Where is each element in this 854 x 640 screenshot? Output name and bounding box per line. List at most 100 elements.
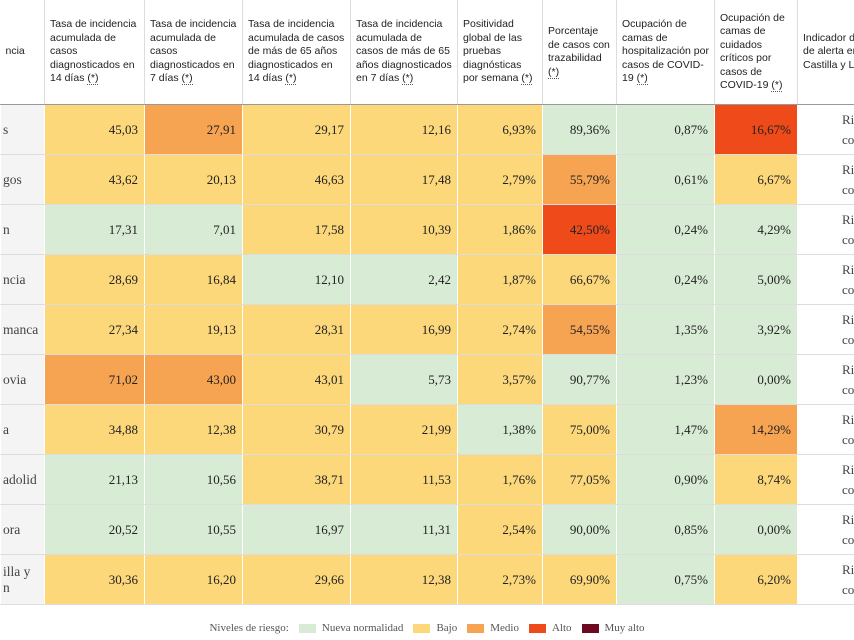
table-row: ovia 71,02 43,00 43,01 5,73 3,57% 90,77% 1,23% 0…: [0, 354, 854, 405]
indicator-cell: 42,50%: [542, 204, 617, 255]
indicator-cell: 30,36: [44, 554, 145, 605]
alert-indicator: Ri contro: [797, 204, 854, 255]
header-label: Indicador de de alerta en Castilla y Le: [803, 31, 854, 71]
legend-label: Nueva normalidad: [321, 622, 404, 634]
header-note: (*): [548, 65, 560, 79]
indicator-cell: 16,67%: [714, 104, 798, 155]
column-header: ncia: [0, 0, 45, 105]
column-header: Positividad global de las pruebas diagnó…: [457, 0, 543, 105]
risk-table: ncia Tasa de incidencia acumulada de caso…: [0, 0, 854, 605]
legend: Niveles de riesgo: Nueva normalidad Bajo Me…: [0, 622, 854, 634]
table-row: ncia 28,69 16,84 12,10 2,42 1,87% 66,67% 0,24% 5…: [0, 254, 854, 305]
table-row: s 45,03 27,91 29,17 12,16 6,93% 89,36% 0,87% 16,…: [0, 104, 854, 155]
column-header: Tasa de incidencia acumulada de casos de…: [350, 0, 458, 105]
indicator-cell: 55,79%: [542, 154, 617, 205]
indicator-cell: 45,03: [44, 104, 145, 155]
indicator-cell: 3,57%: [457, 354, 543, 405]
legend-label: Medio: [490, 622, 519, 634]
indicator-cell: 11,31: [350, 504, 458, 555]
alert-indicator: Ri contro: [797, 554, 854, 605]
indicator-cell: 0,00%: [714, 504, 798, 555]
indicator-cell: 27,34: [44, 304, 145, 355]
indicator-cell: 17,58: [242, 204, 351, 255]
indicator-cell: 11,53: [350, 454, 458, 505]
header-note: (*): [285, 72, 297, 86]
indicator-cell: 1,38%: [457, 404, 543, 455]
indicator-cell: 21,99: [350, 404, 458, 455]
indicator-cell: 12,38: [350, 554, 458, 605]
alert-indicator: Ri contro: [797, 304, 854, 355]
indicator-cell: 0,87%: [616, 104, 715, 155]
header-label: Tasa de incidencia acumulada de casos de…: [356, 18, 452, 85]
indicator-cell: 1,47%: [616, 404, 715, 455]
indicator-cell: 12,38: [144, 404, 243, 455]
header-note: (*): [402, 72, 414, 86]
alert-indicator: Ri contro: [797, 504, 854, 555]
indicator-cell: 30,79: [242, 404, 351, 455]
column-header: Tasa de incidencia acumulada de casos di…: [44, 0, 145, 105]
header-label: Positividad global de las pruebas diagnó…: [463, 18, 522, 85]
column-header: Ocupación de camas de cuidados críticos …: [714, 0, 798, 105]
indicator-cell: 2,73%: [457, 554, 543, 605]
indicator-cell: 29,17: [242, 104, 351, 155]
table-row: a 34,88 12,38 30,79 21,99 1,38% 75,00% 1,47% 14,…: [0, 404, 854, 455]
alert-indicator: Ri contro: [797, 104, 854, 155]
indicator-cell: 28,69: [44, 254, 145, 305]
indicator-cell: 28,31: [242, 304, 351, 355]
province-name: s: [0, 104, 45, 155]
indicator-cell: 16,99: [350, 304, 458, 355]
indicator-cell: 0,85%: [616, 504, 715, 555]
legend-swatch: [467, 623, 485, 633]
alert-indicator: Ri contro: [797, 354, 854, 405]
legend-swatch: [581, 623, 599, 633]
table-row: manca 27,34 19,13 28,31 16,99 2,74% 54,55% 1,35…: [0, 304, 854, 355]
indicator-cell: 10,55: [144, 504, 243, 555]
indicator-cell: 69,90%: [542, 554, 617, 605]
indicator-cell: 8,74%: [714, 454, 798, 505]
province-name: a: [0, 404, 45, 455]
indicator-cell: 2,74%: [457, 304, 543, 355]
header-label: Ocupación de camas de cuidados críticos …: [720, 11, 785, 92]
indicator-cell: 43,01: [242, 354, 351, 405]
indicator-cell: 10,39: [350, 204, 458, 255]
indicator-cell: 38,71: [242, 454, 351, 505]
indicator-cell: 1,86%: [457, 204, 543, 255]
indicator-cell: 19,13: [144, 304, 243, 355]
header-note: (*): [636, 72, 648, 86]
indicator-cell: 46,63: [242, 154, 351, 205]
column-header: Tasa de incidencia acumulada de casos di…: [144, 0, 243, 105]
indicator-cell: 16,20: [144, 554, 243, 605]
legend-label: Bajo: [436, 622, 458, 634]
legend-swatch: [298, 623, 316, 633]
indicator-cell: 6,20%: [714, 554, 798, 605]
indicator-cell: 77,05%: [542, 454, 617, 505]
legend-label: Alto: [551, 622, 572, 634]
indicator-cell: 16,97: [242, 504, 351, 555]
header-label: ncia: [5, 45, 25, 58]
column-header: Ocupación de camas de hospitalización po…: [616, 0, 715, 105]
province-name: n: [0, 204, 45, 255]
indicator-cell: 90,77%: [542, 354, 617, 405]
header-note: (*): [181, 72, 193, 86]
indicator-cell: 2,79%: [457, 154, 543, 205]
indicator-cell: 6,93%: [457, 104, 543, 155]
indicator-cell: 12,10: [242, 254, 351, 305]
indicator-cell: 20,13: [144, 154, 243, 205]
indicator-cell: 3,92%: [714, 304, 798, 355]
indicator-cell: 1,35%: [616, 304, 715, 355]
indicator-cell: 0,00%: [714, 354, 798, 405]
province-name: adolid: [0, 454, 45, 505]
indicator-cell: 0,24%: [616, 204, 715, 255]
indicator-cell: 66,67%: [542, 254, 617, 305]
header-label: Porcentaje de casos con trazabilidad: [548, 25, 610, 64]
indicator-cell: 90,00%: [542, 504, 617, 555]
alert-indicator: Ri contro: [797, 404, 854, 455]
alert-indicator: Ri contro: [797, 454, 854, 505]
province-name: illa y n: [0, 554, 45, 605]
indicator-cell: 1,87%: [457, 254, 543, 305]
column-header: Indicador de de alerta en Castilla y Le: [797, 0, 854, 105]
indicator-cell: 2,42: [350, 254, 458, 305]
header-label: Tasa de incidencia acumulada de casos di…: [150, 18, 237, 85]
indicator-cell: 0,61%: [616, 154, 715, 205]
